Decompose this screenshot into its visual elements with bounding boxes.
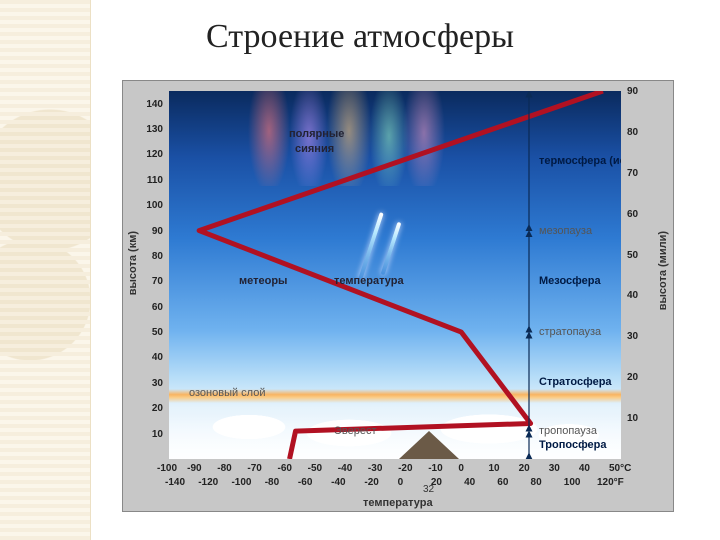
- axis-tick: 130: [139, 124, 163, 135]
- axis-tick: 90: [627, 86, 638, 97]
- axis-tick: 80: [139, 251, 163, 262]
- axis-tick: 10: [139, 429, 163, 440]
- axis-tick: 20: [627, 372, 638, 383]
- axis-tick: -90: [187, 463, 201, 474]
- pause-label: мезопауза: [539, 225, 592, 237]
- axis-tick: -80: [265, 477, 279, 488]
- atmosphere-chart: Тропосфера тропопауза Стратосфера стратопау…: [122, 80, 674, 512]
- axis-tick: 0: [458, 463, 464, 474]
- axis-tick: 0: [398, 477, 404, 488]
- axis-tick: 70: [627, 168, 638, 179]
- axis-tick: 10: [488, 463, 499, 474]
- side-decoration: [0, 0, 91, 540]
- axis-tick: -140: [165, 477, 185, 488]
- axis-tick: -40: [331, 477, 345, 488]
- annotation-label: температура: [334, 275, 404, 287]
- annotation-label: Эверест: [334, 425, 377, 437]
- axis-tick: 40: [579, 463, 590, 474]
- layer-label: Стратосфера: [539, 376, 612, 388]
- annotation-label: сияния: [295, 143, 334, 155]
- axis-tick: 100: [564, 477, 581, 488]
- axis-tick: -60: [278, 463, 292, 474]
- plot-area: Тропосфера тропопауза Стратосфера стратопау…: [169, 91, 621, 459]
- pause-label: тропопауза: [539, 425, 597, 437]
- axis-tick: -20: [398, 463, 412, 474]
- axis-tick: 60: [627, 209, 638, 220]
- axis-tick: 50: [139, 327, 163, 338]
- slide: Строение атмосферы Тропосфера тропопауза С…: [0, 0, 720, 540]
- axis-tick: 20: [519, 463, 530, 474]
- axis-tick: 120: [139, 149, 163, 160]
- axis-tick: 80: [531, 477, 542, 488]
- axis-tick: -120: [198, 477, 218, 488]
- axis-tick: 60: [139, 302, 163, 313]
- layer-label: термосфера (ионосфера): [539, 155, 621, 167]
- pause-label: стратопауза: [539, 326, 601, 338]
- axis-tick: 50°C: [609, 463, 631, 474]
- axis-tick: 70: [139, 276, 163, 287]
- slide-title: Строение атмосферы: [0, 18, 720, 56]
- axis-tick: 100: [139, 200, 163, 211]
- axis-tick: 20: [139, 403, 163, 414]
- axis-tick: -70: [247, 463, 261, 474]
- axis-tick: 90: [139, 226, 163, 237]
- axis-tick: 40: [464, 477, 475, 488]
- axis-tick: 50: [627, 250, 638, 261]
- axis-tick: -80: [217, 463, 231, 474]
- axis-tick: 30: [627, 331, 638, 342]
- annotation-label: озоновый слой: [189, 387, 265, 399]
- axis-tick: -100: [231, 477, 251, 488]
- axis-tick: 80: [627, 127, 638, 138]
- axis-tick: -30: [368, 463, 382, 474]
- x-axis-title: температура: [363, 497, 433, 509]
- axis-tick: -60: [298, 477, 312, 488]
- axis-tick: -50: [308, 463, 322, 474]
- axis-tick: -40: [338, 463, 352, 474]
- axis-tick: 140: [139, 99, 163, 110]
- axis-tick: -100: [157, 463, 177, 474]
- layer-label: Мезосфера: [539, 275, 601, 287]
- axis-tick: 120°F: [597, 477, 624, 488]
- page-number: 32: [423, 484, 434, 495]
- axis-tick: 40: [139, 352, 163, 363]
- axis-tick: 30: [139, 378, 163, 389]
- layer-label: Тропосфера: [539, 439, 607, 451]
- y-axis-right-title: высота (мили): [657, 231, 669, 310]
- y-axis-left-title: высота (км): [127, 231, 139, 295]
- axis-tick: -20: [364, 477, 378, 488]
- axis-tick: -10: [428, 463, 442, 474]
- axis-tick: 30: [549, 463, 560, 474]
- axis-tick: 110: [139, 175, 163, 186]
- annotation-label: полярные: [289, 128, 344, 140]
- axis-tick: 40: [627, 290, 638, 301]
- annotation-label: метеоры: [239, 275, 287, 287]
- axis-tick: 60: [497, 477, 508, 488]
- axis-tick: 10: [627, 413, 638, 424]
